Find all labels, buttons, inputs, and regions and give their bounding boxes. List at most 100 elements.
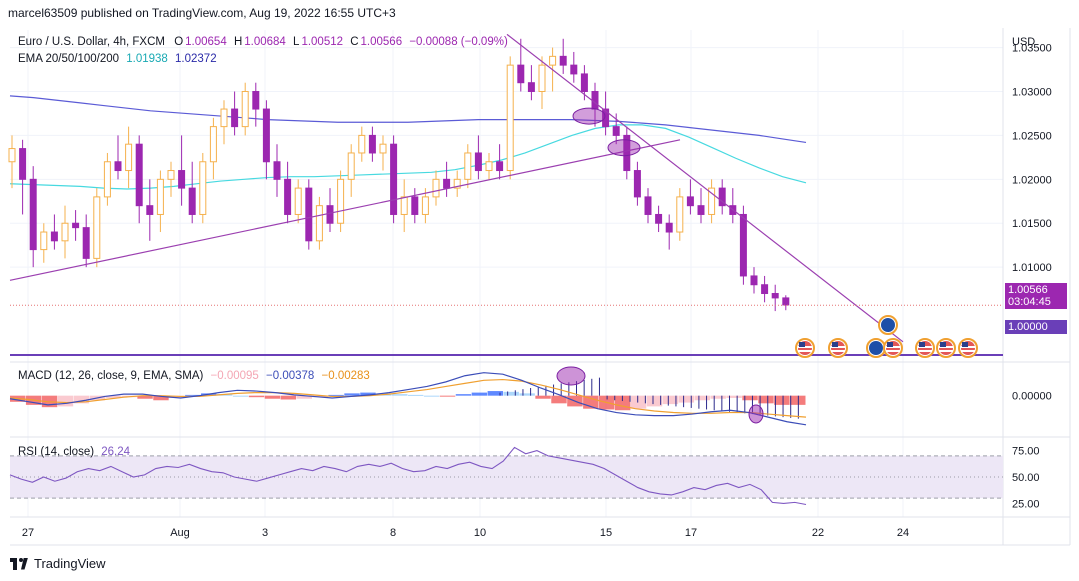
ohlc-low-key: L [293, 36, 300, 48]
macd-histogram-bar [455, 394, 472, 396]
price-pane[interactable] [8, 33, 1003, 356]
price-tick-label: 1.01000 [1012, 262, 1052, 274]
rsi-pane[interactable] [9, 446, 1003, 506]
ema-fast-value: 1.01938 [126, 53, 168, 65]
candle-body [432, 178, 440, 198]
macd-histogram-bar [487, 391, 504, 396]
candle-body [453, 178, 461, 189]
breakout-highlight[interactable] [572, 107, 606, 125]
candle-body [718, 187, 726, 207]
rsi-tick-label: 75.00 [1012, 446, 1040, 458]
macd-peak-highlight[interactable] [556, 366, 586, 386]
rsi-tick-label: 25.00 [1012, 498, 1040, 510]
us-flag-stripe [961, 350, 975, 352]
candle-body [188, 187, 196, 215]
macd-histogram-bar [519, 393, 535, 396]
time-tick-label: 15 [600, 527, 612, 539]
candle-body [167, 170, 175, 180]
candle-body [527, 82, 535, 92]
macd-histogram-bar [774, 395, 790, 405]
candle-body [220, 108, 228, 128]
tradingview-icon [10, 557, 28, 570]
eu-flag-fill [881, 318, 895, 332]
retest-highlight[interactable] [607, 139, 641, 157]
candle-body [199, 161, 207, 215]
time-tick-label: 24 [897, 527, 909, 539]
candle-body [549, 55, 557, 66]
us-flag-canton [832, 342, 838, 347]
candle-body [771, 293, 779, 299]
candle-body [411, 196, 419, 215]
macd-histogram-bar [248, 395, 265, 398]
macd-histogram-bar [328, 394, 344, 396]
us-flag-stripe [918, 350, 932, 352]
candle-body [390, 143, 398, 215]
candle-body [262, 108, 270, 163]
price-tick-label: 1.03000 [1012, 86, 1052, 98]
ema-legend[interactable]: EMA 20/50/100/200 1.01938 1.02372 [18, 53, 217, 65]
ema-label: EMA 20/50/100/200 [18, 53, 120, 65]
economic-events[interactable] [795, 315, 978, 358]
tradingview-logo[interactable]: TradingView [10, 556, 106, 571]
candle-body [400, 196, 408, 215]
macd-histogram-bar [551, 395, 567, 404]
candle-body [294, 187, 302, 215]
time-tick-label: 17 [685, 527, 697, 539]
candle-body [72, 222, 80, 229]
macd-histogram-bar [758, 395, 774, 404]
ohlc-close-key: C [350, 36, 359, 48]
macd-legend[interactable]: MACD (12, 26, close, 9, EMA, SMA) −0.000… [18, 370, 370, 382]
candle-body [612, 126, 620, 136]
candle-body [40, 231, 48, 251]
level-price-tag: 1.00000 [1005, 320, 1067, 334]
candle-body [125, 143, 133, 172]
ohlc-high-key: H [233, 36, 243, 48]
macd-histogram-bar [726, 395, 742, 398]
macd-histogram-bar [408, 394, 424, 396]
candle-body [686, 196, 694, 207]
ohlc-change: −0.00088 (−0.09%) [409, 36, 508, 48]
candle-body [326, 205, 334, 224]
macd-signal-line [9, 378, 807, 418]
candle-body [379, 143, 387, 154]
macd-histogram-bar [471, 392, 488, 396]
candle-body [570, 64, 578, 75]
macd-histogram-bar [678, 395, 695, 403]
ohlc-high: 1.00684 [244, 36, 286, 48]
macd-histogram-bar [232, 395, 249, 397]
candle-body [29, 178, 37, 251]
candle-body [496, 161, 504, 172]
macd-histogram-bar [630, 395, 647, 409]
candle-body [103, 161, 111, 198]
ascending-trendline[interactable] [9, 139, 681, 281]
bar-countdown: 03:04:45 [1008, 296, 1051, 308]
candle-body [114, 161, 122, 172]
candle-body [368, 134, 376, 154]
candle-body [358, 134, 366, 154]
rsi-legend[interactable]: RSI (14, close) 26.24 [18, 446, 130, 458]
macd-pane[interactable] [9, 366, 807, 426]
macd-histogram-bar [105, 395, 121, 398]
time-tick-label: 10 [474, 527, 486, 539]
macd-histogram-bar [360, 392, 376, 396]
candle-body [252, 90, 260, 110]
candle-body [665, 222, 673, 233]
candle-body [315, 205, 323, 242]
macd-histogram-bar [73, 395, 90, 404]
candle-body [421, 196, 429, 215]
candle-body [8, 148, 16, 163]
candle-body [676, 196, 684, 233]
candle-body [485, 161, 493, 172]
candle-body [347, 152, 355, 180]
candle-body [623, 134, 631, 172]
candle-body [50, 231, 58, 242]
candle-body [538, 64, 546, 92]
rsi-line [9, 446, 807, 506]
descending-trendline[interactable] [506, 33, 904, 343]
macd-histogram-bar [280, 395, 297, 400]
candle-body [337, 178, 345, 224]
us-flag-canton [940, 342, 946, 347]
macd-trough-highlight[interactable] [748, 404, 764, 424]
